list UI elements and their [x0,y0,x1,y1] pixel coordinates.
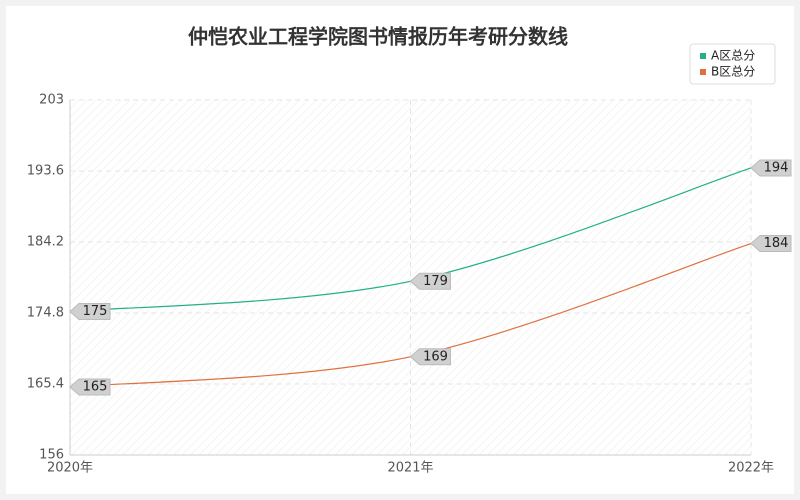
data-label-box [69,378,111,396]
x-tick-label: 2022年 [728,461,774,476]
y-tick-label: 156 [39,448,64,463]
plot-area [70,100,751,455]
legend-marker [700,53,706,59]
data-label: 169 [423,349,448,364]
legend-marker [700,69,706,75]
data-label-box [750,159,792,177]
data-label-box [409,348,451,366]
data-label-box [409,272,451,290]
data-label: 179 [423,274,448,289]
y-tick-label: 184.2 [27,235,64,250]
data-label-box [750,235,792,253]
data-label-box [69,302,111,320]
y-tick-label: 174.8 [27,306,64,321]
x-tick-label: 2021年 [387,461,433,476]
legend-label: B区总分 [711,65,755,79]
x-tick-label: 2020年 [47,461,93,476]
data-label: 165 [83,380,108,395]
y-tick-label: 203 [39,93,64,108]
data-label: 194 [764,160,789,175]
legend-label: A区总分 [711,49,755,63]
data-label: 175 [83,304,108,319]
legend [689,43,776,85]
chart-title: 仲恺农业工程学院图书情报历年考研分数线 [188,25,568,49]
data-label: 184 [764,236,789,251]
y-tick-label: 165.4 [27,377,64,392]
y-tick-label: 193.6 [27,164,64,179]
